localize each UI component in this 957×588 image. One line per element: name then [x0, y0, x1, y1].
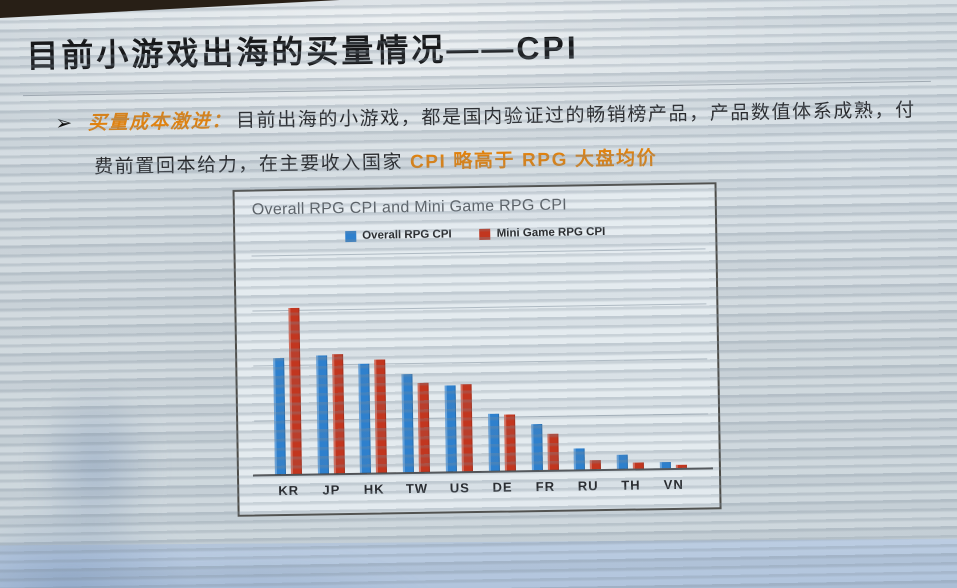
chart-panel: Overall RPG CPI and Mini Game RPG CPI Ov… — [232, 182, 722, 517]
bar-jp-overall — [315, 355, 329, 475]
bar-group-tw — [392, 253, 438, 474]
plot-area — [251, 248, 713, 477]
bar-hk-overall — [358, 363, 372, 474]
bar-jp-minigame — [331, 353, 345, 475]
chart-title: Overall RPG CPI and Mini Game RPG CPI — [251, 196, 568, 219]
bullet-arrow-icon: ➢ — [55, 112, 74, 135]
slide-footer-band — [0, 538, 957, 588]
title-divider — [23, 80, 931, 97]
bar-us-overall — [444, 385, 458, 473]
x-label-vn: VN — [663, 476, 684, 493]
x-label-us: US — [449, 480, 470, 496]
bar-group-de — [478, 251, 524, 472]
bar-th-overall — [616, 454, 629, 470]
bar-us-minigame — [460, 383, 474, 473]
bar-group-th — [606, 249, 652, 470]
bar-group-hk — [349, 253, 395, 474]
x-label-tw: TW — [405, 480, 429, 497]
bar-group-kr — [264, 255, 310, 476]
bar-group-ru — [563, 250, 609, 471]
bar-kr-minigame — [288, 307, 302, 475]
slide-title: 目前小游戏出海的买量情况——CPI — [26, 29, 579, 75]
bar-group-fr — [520, 251, 566, 472]
bullet-text-2: 费前置回本给力，在主要收入国家 — [93, 152, 411, 179]
bullet-line-2: 费前置回本给力，在主要收入国家 CPI 略高于 RPG 大盘均价 — [94, 143, 658, 179]
x-label-de: DE — [492, 479, 513, 495]
bar-ru-overall — [574, 448, 586, 471]
bar-group-us — [435, 252, 481, 473]
x-label-kr: KR — [278, 482, 300, 499]
legend-swatch-blue-icon — [345, 230, 357, 242]
x-label-ru: RU — [577, 478, 599, 494]
bars — [264, 249, 695, 476]
bullet-highlight: CPI 略高于 RPG 大盘均价 — [409, 148, 658, 174]
bar-fr-overall — [530, 424, 543, 472]
legend-label-overall: Overall RPG CPI — [362, 228, 452, 242]
bar-de-overall — [487, 413, 500, 472]
bar-de-minigame — [503, 414, 516, 472]
chart-legend: Overall RPG CPI Mini Game RPG CPI — [235, 224, 715, 244]
x-label-fr: FR — [535, 478, 556, 495]
bullet-lead: 买量成本激进： — [87, 110, 233, 135]
bar-hk-minigame — [374, 359, 388, 474]
bar-kr-overall — [273, 358, 286, 476]
legend-label-minigame: Mini Game RPG CPI — [496, 226, 606, 240]
legend-swatch-red-icon — [479, 228, 491, 240]
bullet-line-1: ➢ 买量成本激进： 目前出海的小游戏，都是国内验证过的畅销榜产品，产品数值体系成熟，… — [55, 95, 916, 136]
bar-tw-overall — [401, 374, 415, 474]
x-labels: KR JP HK TW US DE FR RU TH VN — [267, 477, 695, 499]
bar-fr-minigame — [547, 434, 559, 471]
bar-tw-minigame — [417, 382, 431, 473]
x-label-jp: JP — [322, 482, 341, 498]
x-label-hk: HK — [363, 481, 385, 497]
bar-group-jp — [306, 254, 352, 475]
x-label-th: TH — [621, 477, 641, 493]
bar-group-vn — [649, 249, 695, 470]
legend-item-minigame: Mini Game RPG CPI — [479, 226, 606, 240]
bullet-text-1: 目前出海的小游戏，都是国内验证过的畅销榜产品，产品数值体系成熟，付 — [235, 100, 916, 132]
legend-item-overall: Overall RPG CPI — [345, 228, 452, 242]
